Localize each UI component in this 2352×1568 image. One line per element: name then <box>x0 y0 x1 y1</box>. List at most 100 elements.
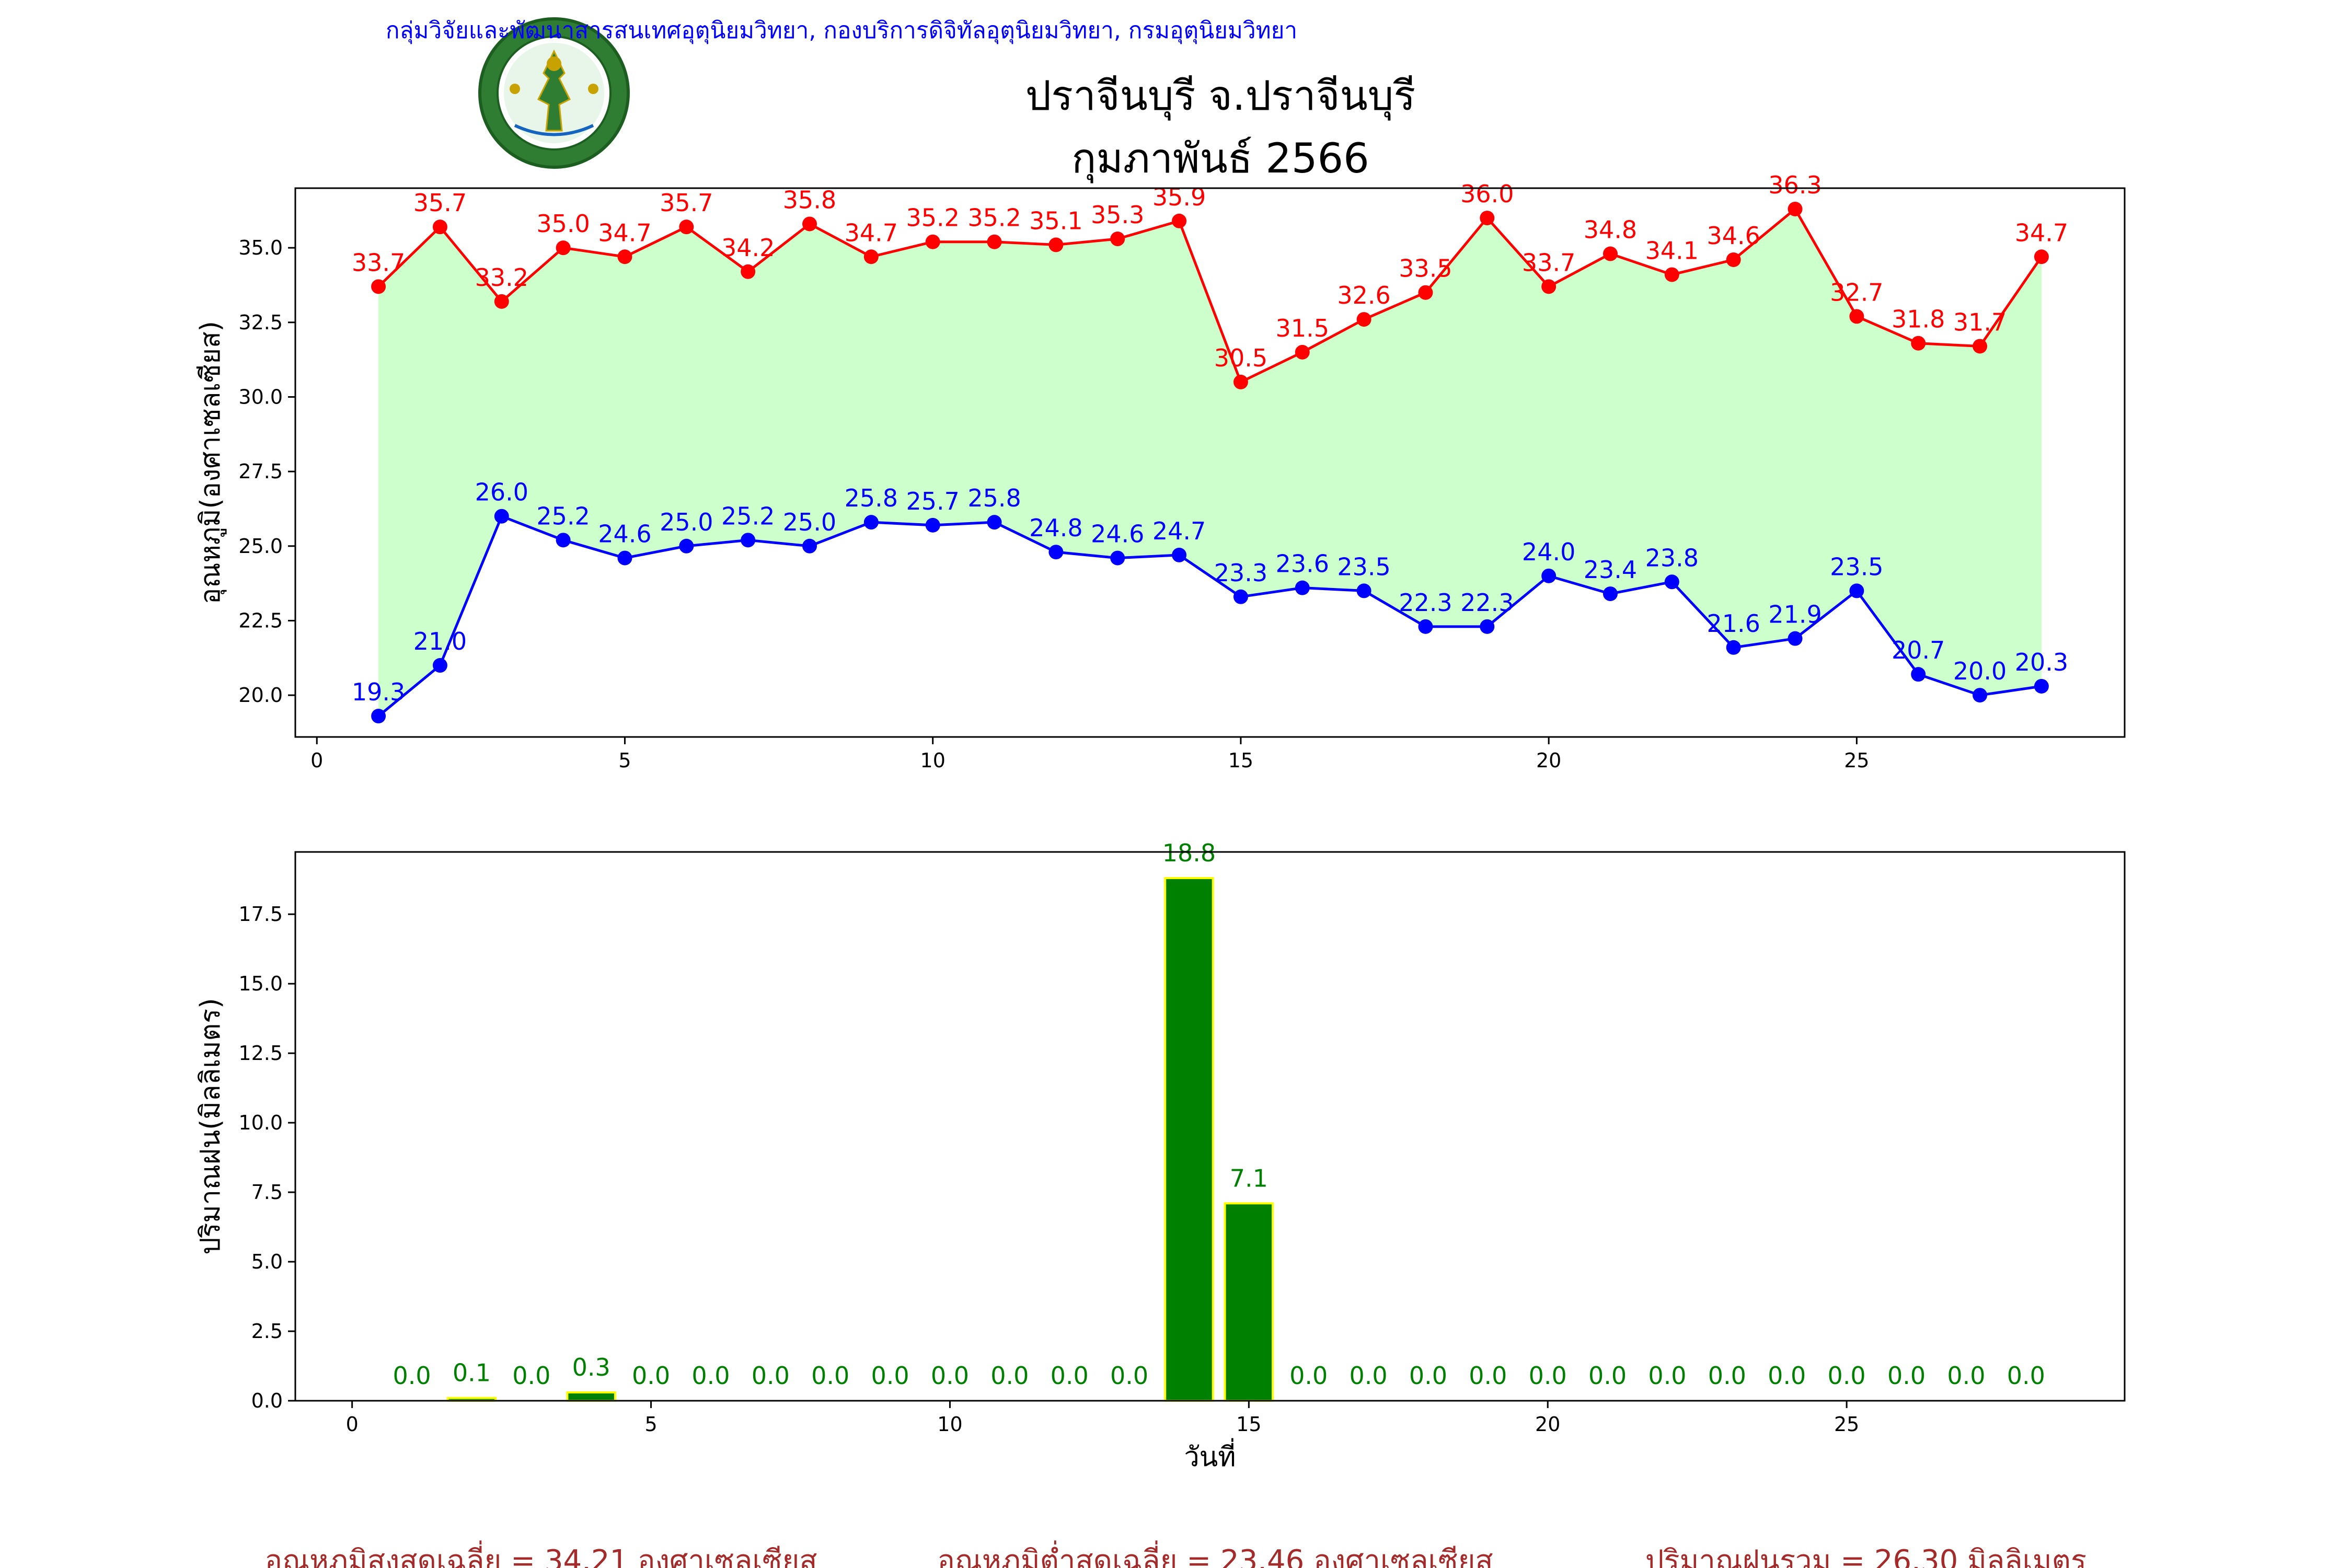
min-temp-point <box>1973 688 1988 703</box>
rain-bar <box>1224 1202 1274 1402</box>
max-temp-label: 31.8 <box>1892 305 1945 333</box>
rainfall-x-tick-label: 10 <box>937 1413 962 1436</box>
min-temp-point <box>1356 583 1371 598</box>
rain-value-label: 0.0 <box>811 1362 849 1390</box>
rain-value-label: 0.0 <box>1828 1362 1866 1390</box>
temperature-y-tick-label: 20.0 <box>238 684 283 707</box>
temperature-x-tick-label: 10 <box>920 749 946 772</box>
month-title: กุมภาพันธ์ 2566 <box>1071 135 1369 183</box>
min-temp-label: 23.5 <box>1337 552 1390 581</box>
max-temp-point <box>1048 237 1064 252</box>
max-temp-label: 33.2 <box>475 263 528 292</box>
rainfall-x-axis-label: วันที่ <box>1184 1438 1236 1473</box>
max-temp-point <box>987 234 1002 249</box>
min-temp-point <box>1664 574 1679 590</box>
max-temp-label: 35.2 <box>906 204 959 232</box>
min-temp-point <box>863 515 879 530</box>
max-temp-label: 35.2 <box>967 204 1021 232</box>
min-temp-label: 23.6 <box>1276 550 1329 578</box>
min-temp-line <box>377 514 2042 717</box>
max-temp-label: 34.7 <box>598 218 651 247</box>
min-temp-label: 23.3 <box>1214 559 1267 587</box>
rain-value-label: 0.0 <box>1409 1362 1447 1390</box>
max-temp-label: 31.5 <box>1276 314 1329 342</box>
min-temp-point <box>802 538 817 554</box>
min-temp-label: 24.8 <box>1029 514 1082 542</box>
temperature-x-tick-label: 0 <box>310 749 323 772</box>
max-temp-point <box>1295 344 1310 360</box>
max-temp-point <box>1110 232 1125 247</box>
max-temp-point <box>1726 252 1741 267</box>
max-temp-point <box>1418 285 1433 300</box>
max-temp-label: 34.7 <box>845 218 898 247</box>
rain-value-label: 0.0 <box>1708 1362 1746 1390</box>
max-temp-point <box>1602 246 1618 261</box>
rain-value-label: 0.0 <box>931 1362 969 1390</box>
max-temp-point <box>1172 213 1187 228</box>
max-temp-label: 33.7 <box>352 248 405 276</box>
rain-bar <box>1164 877 1214 1402</box>
max-temp-point <box>2034 249 2049 264</box>
rain-value-label: 0.0 <box>512 1362 550 1390</box>
rain-bar <box>566 1391 616 1402</box>
temperature-x-tick-label: 5 <box>618 749 631 772</box>
min-temp-label: 25.2 <box>721 502 775 530</box>
rainfall-y-tick-label: 0.0 <box>251 1389 283 1412</box>
max-temp-label: 32.7 <box>1830 278 1883 306</box>
temperature-y-axis-label: อุณหภูมิ(องศาเซลเซียส) <box>195 321 227 604</box>
max-temp-point <box>925 234 940 249</box>
min-temp-point <box>1110 550 1125 566</box>
rainfall-y-tick-label: 17.5 <box>238 903 283 926</box>
min-temp-label: 20.0 <box>1953 657 2007 685</box>
temperature-y-tick-label: 22.5 <box>238 609 283 632</box>
rainfall-x-tick-label: 25 <box>1834 1413 1859 1436</box>
min-temp-label: 24.7 <box>1152 517 1206 545</box>
station-title: ปราจีนบุรี จ.ปราจีนบุรี <box>1025 73 1416 121</box>
max-temp-label: 35.3 <box>1091 201 1144 229</box>
min-temp-point <box>1295 580 1310 595</box>
min-temp-label: 21.0 <box>413 627 467 655</box>
rain-value-label: 0.0 <box>691 1362 730 1390</box>
temperature-x-tick-label: 15 <box>1228 749 1253 772</box>
max-temp-point <box>1480 211 1495 226</box>
rain-value-label: 0.0 <box>1887 1362 1926 1390</box>
max-temp-label: 30.5 <box>1214 344 1267 372</box>
max-temp-point <box>1356 312 1371 327</box>
org-line: กลุ่มวิจัยและพัฒนาสารสนเทศอุตุนิยมวิทยา,… <box>386 17 1297 44</box>
min-temp-point <box>987 515 1002 530</box>
rainfall-x-tick-label: 5 <box>644 1413 657 1436</box>
min-temp-point <box>1726 640 1741 655</box>
rain-value-label: 0.0 <box>1110 1362 1148 1390</box>
max-temp-label: 32.6 <box>1337 281 1390 309</box>
max-temp-label: 35.9 <box>1152 183 1206 211</box>
max-temp-label: 35.7 <box>660 189 713 217</box>
temperature-y-tick-label: 25.0 <box>238 535 283 558</box>
temperature-chart: 33.7 19.3 35.7 21.0 33.2 26.0 35.0 25.2 34.7 24.6… <box>195 171 2126 772</box>
rain-value-label: 0.0 <box>1529 1362 1567 1390</box>
max-temp-label: 34.1 <box>1645 236 1699 264</box>
rain-value-label: 7.1 <box>1230 1164 1268 1192</box>
max-temp-point <box>1973 339 1988 354</box>
min-temp-label: 25.8 <box>967 484 1021 512</box>
max-temp-label: 33.5 <box>1399 255 1452 283</box>
min-temp-point <box>617 550 632 566</box>
max-temp-point <box>494 294 509 309</box>
min-temp-label: 24.0 <box>1522 538 1575 566</box>
max-temp-point <box>863 249 879 264</box>
rainfall-y-tick-label: 7.5 <box>251 1181 283 1204</box>
rain-value-label: 0.0 <box>2007 1362 2045 1390</box>
min-temp-point <box>556 533 571 548</box>
max-temp-label: 34.2 <box>721 234 775 262</box>
min-temp-point <box>1788 631 1803 646</box>
max-temp-label: 34.8 <box>1584 216 1637 244</box>
rain-value-label: 0.0 <box>1051 1362 1089 1390</box>
max-temp-label: 36.0 <box>1460 180 1514 208</box>
min-temp-point <box>1849 583 1864 598</box>
max-temp-point <box>1911 336 1926 351</box>
max-temp-label: 34.6 <box>1707 222 1760 250</box>
min-temp-label: 23.5 <box>1830 552 1883 581</box>
max-temp-point <box>802 216 817 232</box>
max-temp-point <box>1664 267 1679 282</box>
min-temp-label: 21.6 <box>1707 609 1760 638</box>
max-temp-label: 31.7 <box>1953 308 2007 336</box>
